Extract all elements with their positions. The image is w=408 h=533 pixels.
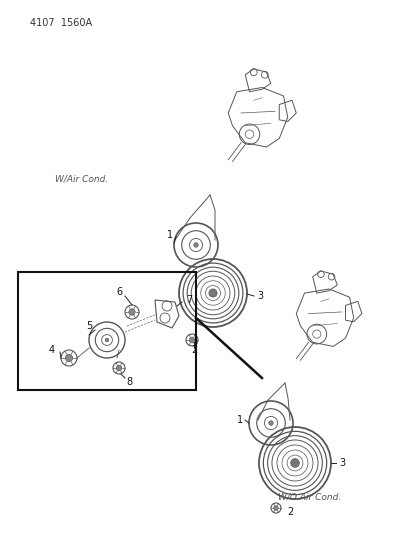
Text: 2: 2	[287, 507, 293, 517]
Text: 4107  1560A: 4107 1560A	[30, 18, 92, 28]
Circle shape	[269, 421, 273, 425]
Circle shape	[105, 338, 109, 342]
Text: 2: 2	[191, 345, 197, 355]
Text: 4: 4	[49, 345, 55, 355]
Text: 3: 3	[257, 291, 263, 301]
Circle shape	[129, 309, 135, 315]
Text: 8: 8	[126, 377, 132, 387]
Text: 1: 1	[237, 415, 243, 425]
Bar	[18, 272, 196, 390]
Circle shape	[290, 459, 299, 467]
Text: 5: 5	[86, 321, 92, 331]
Text: 6: 6	[116, 287, 122, 297]
Circle shape	[274, 506, 278, 510]
Text: 1: 1	[167, 230, 173, 240]
Circle shape	[194, 243, 198, 247]
Text: W/Air Cond.: W/Air Cond.	[55, 175, 108, 184]
Circle shape	[189, 337, 195, 343]
Circle shape	[116, 365, 122, 370]
Circle shape	[65, 354, 73, 361]
Text: W/O Air Cond.: W/O Air Cond.	[278, 492, 341, 501]
Circle shape	[209, 289, 217, 297]
Text: 7: 7	[186, 295, 192, 305]
Text: 3: 3	[339, 458, 345, 468]
